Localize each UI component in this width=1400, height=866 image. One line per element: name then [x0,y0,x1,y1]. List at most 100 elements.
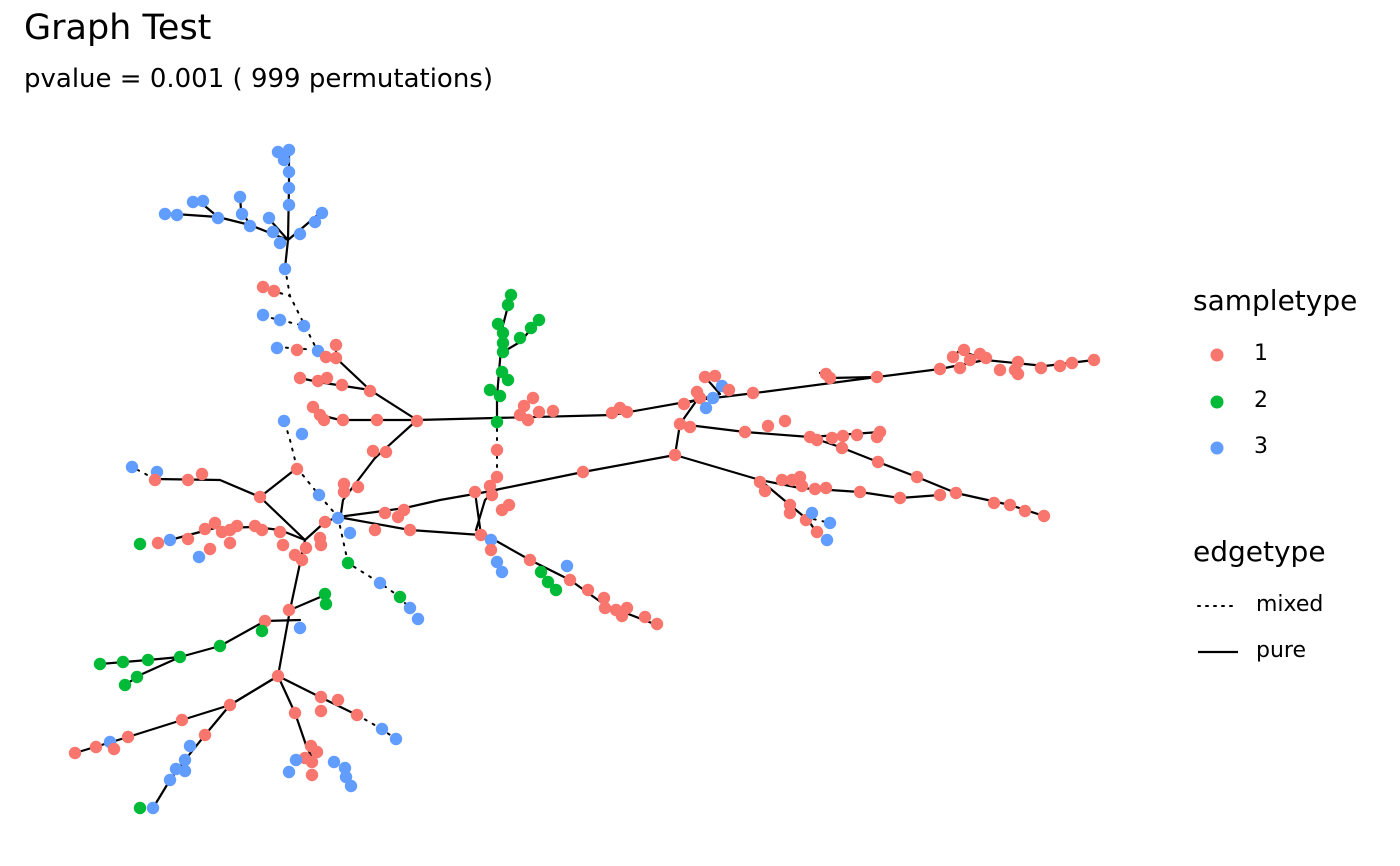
legend-label-mixed: mixed [1256,592,1324,617]
node-sampletype-2 [549,583,563,597]
node-sampletype-1 [819,481,833,495]
node-sampletype-1 [208,516,222,530]
node-sampletype-3 [490,555,504,569]
node-sampletype-3 [820,533,834,547]
edge-pure-33 [151,674,280,810]
node-sampletype-3 [125,460,139,474]
edge-pure-35 [98,618,302,666]
node-sampletype-1 [474,528,488,542]
node-sampletype-1 [835,441,849,455]
node-sampletype-1 [290,462,304,476]
node-sampletype-3 [163,533,177,547]
node-sampletype-1 [223,536,237,550]
node-sampletype-1 [89,740,103,754]
node-sampletype-1 [758,484,772,498]
node-sampletype-3 [270,341,284,355]
node-sampletype-3 [266,225,280,239]
legend-label-3: 3 [1254,434,1268,459]
node-sampletype-1 [620,601,634,615]
node-sampletype-2 [532,313,546,327]
edge-pure-32 [276,674,316,764]
node-sampletype-1 [1018,504,1032,518]
node-sampletype-3 [186,195,200,209]
node-sampletype-1 [775,473,789,487]
node-sampletype-3 [262,211,276,225]
node-sampletype-1 [337,485,351,499]
node-sampletype-1 [1053,359,1067,373]
node-sampletype-1 [181,473,195,487]
legend-key-3 [1210,441,1224,455]
node-sampletype-1 [290,343,304,357]
node-sampletype-1 [121,730,135,744]
node-sampletype-3 [706,391,720,405]
node-sampletype-1 [546,404,560,418]
node-sampletype-1 [979,351,993,365]
node-sampletype-1 [1065,356,1079,370]
node-sampletype-3 [277,414,291,428]
node-sampletype-3 [293,621,307,635]
node-sampletype-1 [910,470,924,484]
node-sampletype-2 [534,565,548,579]
node-sampletype-2 [255,624,269,638]
edge-pure-27 [336,490,483,537]
node-sampletype-3 [327,755,341,769]
node-sampletype-1 [181,532,195,546]
node-sampletype-1 [850,428,864,442]
node-sampletype-1 [722,383,736,397]
legend-key-mixed [1197,605,1239,607]
node-sampletype-1 [698,370,712,384]
node-sampletype-1 [933,488,947,502]
node-sampletype-3 [282,143,296,157]
node-sampletype-1 [368,523,382,537]
node-sampletype-1 [317,413,331,427]
node-sampletype-3 [282,765,296,779]
node-sampletype-2 [483,383,497,397]
node-sampletype-1 [870,370,884,384]
node-sampletype-1 [933,362,947,376]
node-sampletype-1 [295,553,309,567]
node-sampletype-1 [410,414,424,428]
node-sampletype-3 [233,190,247,204]
node-sampletype-1 [810,433,824,447]
node-sampletype-1 [1011,367,1025,381]
node-sampletype-1 [1003,498,1017,512]
node-sampletype-1 [873,425,887,439]
node-sampletype-1 [314,704,328,718]
node-sampletype-1 [379,445,393,459]
node-sampletype-2 [493,389,507,403]
node-sampletype-1 [668,448,682,462]
node-sampletype-1 [288,706,302,720]
node-sampletype-1 [823,371,837,385]
legend-dot-3 [1210,441,1224,455]
node-sampletype-1 [677,397,691,411]
node-sampletype-2 [133,537,147,551]
node-sampletype-1 [1011,355,1025,369]
node-sampletype-1 [397,503,411,517]
node-sampletype-1 [318,515,332,529]
edge-mixed-2 [262,315,306,327]
node-sampletype-2 [141,653,155,667]
node-sampletype-2 [213,639,227,653]
legend-dot-2 [1210,395,1224,409]
node-sampletype-3 [373,576,387,590]
node-sampletype-2 [496,345,510,359]
node-sampletype-1 [521,413,535,427]
node-sampletype-1 [746,386,760,400]
edge-pure-36 [288,593,327,612]
node-sampletype-1 [778,414,792,428]
node-sampletype-1 [468,485,482,499]
node-sampletype-3 [403,601,417,615]
node-sampletype-1 [68,746,82,760]
node-sampletype-3 [163,773,177,787]
node-sampletype-1 [949,486,963,500]
edge-mixed-0 [284,267,318,351]
node-sampletype-1 [335,378,349,392]
node-sampletype-1 [683,420,697,434]
node-sampletype-1 [276,538,290,552]
edge-pure-26 [336,488,499,519]
node-sampletype-1 [761,419,775,433]
node-sampletype-2 [341,556,355,570]
node-sampletype-1 [597,591,611,605]
node-sampletype-1 [871,455,885,469]
